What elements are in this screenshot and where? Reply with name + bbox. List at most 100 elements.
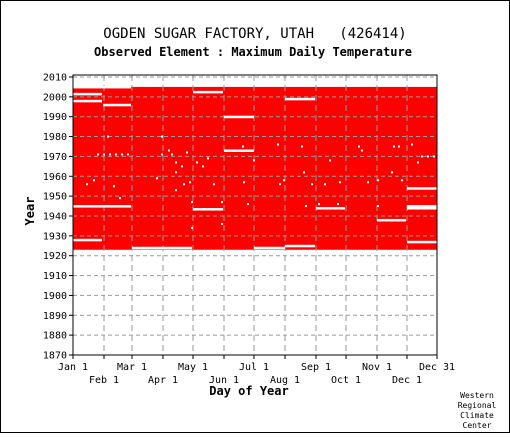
- missing-point-36: [358, 145, 360, 148]
- missing-segment-7: [224, 115, 254, 119]
- x-tick-label-upper-3: Jul 1: [239, 362, 269, 373]
- missing-point-4: [171, 153, 173, 156]
- chart-title: OGDEN SUGAR FACTORY, UTAH (426414): [103, 26, 406, 42]
- x-tick-label-upper-5: Nov 1: [362, 362, 392, 373]
- x-tick-label-lower-2: Jun 1: [209, 375, 239, 386]
- missing-point-12: [191, 201, 193, 204]
- missing-segment-1: [73, 99, 102, 103]
- missing-segment-8: [224, 149, 254, 152]
- missing-point-53: [113, 185, 115, 188]
- y-tick-label-6: 1930: [43, 231, 67, 242]
- missing-point-31: [318, 203, 320, 206]
- missing-segment-0: [73, 92, 102, 96]
- missing-segment-15: [407, 207, 437, 210]
- missing-point-61: [127, 153, 129, 156]
- missing-segment-10: [193, 208, 223, 211]
- missing-point-19: [221, 222, 223, 225]
- missing-point-41: [391, 171, 393, 174]
- x-tick-label-lower-5: Dec 1: [392, 375, 422, 386]
- y-tick-label-0: 1870: [43, 351, 67, 362]
- missing-point-6: [175, 171, 177, 174]
- y-tick-label-12: 1990: [43, 112, 67, 123]
- x-tick-label-lower-1: Apr 1: [148, 375, 178, 386]
- missing-point-21: [243, 181, 245, 184]
- missing-point-14: [196, 161, 198, 164]
- x-tick-label-upper-6: Dec 31: [419, 362, 455, 373]
- plot-border: [72, 74, 438, 356]
- credit-line-2: Regional: [458, 401, 497, 410]
- missing-point-45: [411, 143, 413, 146]
- missing-point-60: [121, 153, 123, 156]
- missing-point-18: [221, 201, 223, 204]
- missing-point-34: [337, 203, 339, 206]
- missing-point-32: [324, 183, 326, 186]
- missing-point-1: [161, 153, 163, 156]
- missing-point-27: [301, 145, 303, 148]
- missing-point-39: [377, 205, 379, 208]
- missing-point-56: [97, 153, 99, 156]
- missing-point-23: [253, 159, 255, 162]
- missing-point-48: [427, 155, 429, 158]
- missing-point-57: [103, 153, 105, 156]
- missing-segment-14: [407, 205, 437, 208]
- missing-segment-13: [407, 187, 437, 190]
- missing-point-58: [109, 153, 111, 156]
- missing-point-24: [277, 143, 279, 146]
- data-layer: [73, 86, 437, 250]
- missing-segment-5: [73, 85, 131, 89]
- missing-point-20: [242, 145, 244, 148]
- missing-point-29: [305, 205, 307, 208]
- missing-point-28: [303, 171, 305, 174]
- missing-point-2: [156, 177, 158, 180]
- missing-point-7: [175, 189, 177, 192]
- y-tick-label-13: 2000: [43, 92, 67, 103]
- missing-segment-2: [103, 103, 131, 107]
- x-axis-label: Day of Year: [209, 384, 288, 398]
- missing-point-37: [361, 149, 363, 152]
- chart-subtitle: Observed Element : Maximum Daily Tempera…: [94, 45, 412, 59]
- x-tick-label-lower-0: Feb 1: [89, 375, 119, 386]
- credit-line-3: Climate: [460, 411, 494, 420]
- missing-point-11: [189, 181, 191, 184]
- missing-segment-4: [73, 238, 102, 242]
- x-tick-label-upper-1: Mar 1: [117, 362, 147, 373]
- missing-segment-19: [285, 244, 315, 248]
- missing-point-9: [183, 183, 185, 186]
- y-tick-label-4: 1910: [43, 271, 67, 282]
- missing-segment-6: [193, 90, 223, 94]
- y-tick-label-11: 1980: [43, 132, 67, 143]
- missing-point-51: [93, 179, 95, 182]
- credit-line-4: Center: [463, 421, 492, 430]
- missing-point-42: [393, 145, 395, 148]
- missing-segment-9: [285, 97, 315, 101]
- missing-point-52: [107, 135, 109, 138]
- x-tick-label-lower-4: Oct 1: [331, 375, 361, 386]
- missing-segment-16: [407, 240, 437, 244]
- missing-segment-11: [316, 207, 345, 210]
- missing-point-8: [181, 165, 183, 168]
- missing-point-5: [175, 161, 177, 164]
- missing-point-22: [247, 203, 249, 206]
- missing-point-50: [86, 183, 88, 186]
- y-tick-label-3: 1900: [43, 291, 67, 302]
- y-tick-label-7: 1940: [43, 211, 67, 222]
- missing-point-16: [207, 157, 209, 160]
- y-tick-label-9: 1960: [43, 172, 67, 183]
- missing-segment-3: [73, 205, 131, 208]
- missing-point-13: [191, 226, 193, 229]
- axis-layer: 1870 1880 1890 1900 1910 1920 1930 1940 1950 1960…: [43, 72, 455, 386]
- missing-point-43: [398, 145, 400, 148]
- y-axis-label: Year: [23, 197, 37, 226]
- credit-line-1: Western: [460, 391, 494, 400]
- y-tick-label-2: 1890: [43, 311, 67, 322]
- credit-block: Western Regional Climate Center: [458, 391, 497, 430]
- missing-point-0: [161, 135, 163, 138]
- x-tick-label-upper-2: May 1: [178, 362, 208, 373]
- missing-point-35: [339, 181, 341, 184]
- missing-segment-17: [132, 246, 192, 250]
- missing-point-44: [401, 179, 403, 182]
- missing-point-55: [124, 205, 126, 208]
- missing-point-26: [283, 179, 285, 182]
